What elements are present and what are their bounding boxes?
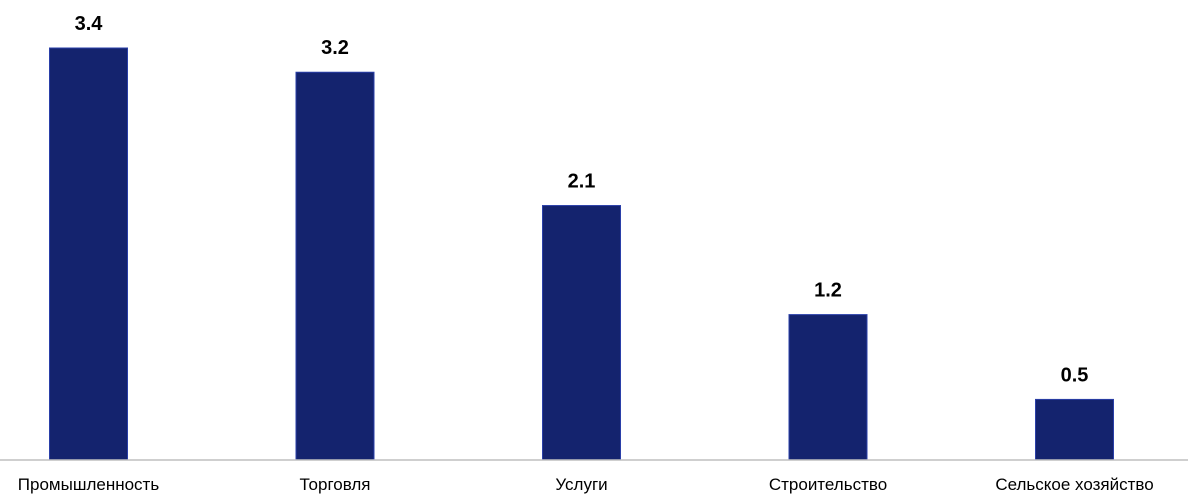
value-label-4: 1.2 bbox=[814, 280, 842, 302]
bars-group bbox=[49, 47, 1114, 461]
bar-4 bbox=[788, 314, 868, 461]
value-label-3: 2.1 bbox=[568, 171, 596, 193]
category-labels-group: Промышленность Торговля Услуги Строительств… bbox=[18, 475, 1154, 494]
value-labels-group: 3.4 3.2 2.1 1.2 0.5 bbox=[75, 13, 1089, 386]
category-label-1: Промышленность bbox=[18, 475, 160, 494]
value-label-5: 0.5 bbox=[1061, 364, 1089, 386]
category-label-3: Услуги bbox=[555, 475, 607, 494]
bar-1 bbox=[49, 47, 128, 461]
bar-2 bbox=[295, 71, 375, 461]
category-label-2: Торговля bbox=[299, 475, 370, 494]
value-label-2: 3.2 bbox=[321, 37, 349, 59]
bar-3 bbox=[542, 205, 621, 461]
category-label-4: Строительство bbox=[769, 475, 887, 494]
bar-5 bbox=[1035, 398, 1114, 461]
value-label-1: 3.4 bbox=[75, 13, 104, 35]
category-label-5: Сельское хозяйство bbox=[995, 475, 1153, 494]
